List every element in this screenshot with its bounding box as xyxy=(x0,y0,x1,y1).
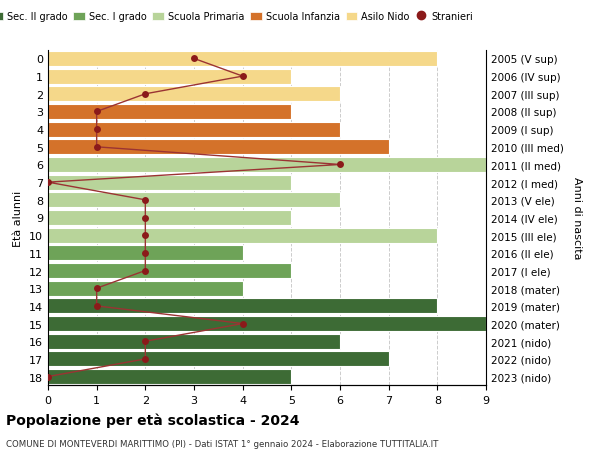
Bar xyxy=(48,246,242,261)
Point xyxy=(92,144,101,151)
Point xyxy=(238,73,247,81)
Y-axis label: Anni di nascita: Anni di nascita xyxy=(572,177,582,259)
Point xyxy=(92,302,101,310)
Text: Popolazione per età scolastica - 2024: Popolazione per età scolastica - 2024 xyxy=(6,413,299,428)
Bar xyxy=(48,157,486,173)
Point xyxy=(140,355,150,363)
Point xyxy=(92,126,101,134)
Bar xyxy=(48,87,340,102)
Point xyxy=(140,267,150,274)
Bar xyxy=(48,228,437,243)
Point xyxy=(43,179,53,186)
Point xyxy=(92,108,101,116)
Point xyxy=(92,285,101,292)
Bar xyxy=(48,281,242,296)
Text: COMUNE DI MONTEVERDI MARITTIMO (PI) - Dati ISTAT 1° gennaio 2024 - Elaborazione : COMUNE DI MONTEVERDI MARITTIMO (PI) - Da… xyxy=(6,439,439,448)
Bar xyxy=(48,299,437,313)
Y-axis label: Età alunni: Età alunni xyxy=(13,190,23,246)
Point xyxy=(238,320,247,328)
Bar xyxy=(48,193,340,208)
Bar xyxy=(48,52,437,67)
Point xyxy=(140,197,150,204)
Bar xyxy=(48,123,340,137)
Point xyxy=(140,214,150,222)
Point xyxy=(140,91,150,98)
Bar xyxy=(48,334,340,349)
Point xyxy=(140,338,150,345)
Bar xyxy=(48,140,389,155)
Point xyxy=(335,162,345,169)
Point xyxy=(189,56,199,63)
Bar xyxy=(48,211,292,225)
Point xyxy=(43,373,53,381)
Legend: Sec. II grado, Sec. I grado, Scuola Primaria, Scuola Infanzia, Asilo Nido, Stran: Sec. II grado, Sec. I grado, Scuola Prim… xyxy=(0,8,476,26)
Bar xyxy=(48,105,292,120)
Bar xyxy=(48,316,486,331)
Bar xyxy=(48,263,292,279)
Point xyxy=(140,250,150,257)
Bar xyxy=(48,352,389,367)
Bar xyxy=(48,69,292,84)
Bar xyxy=(48,369,292,384)
Bar xyxy=(48,175,292,190)
Point xyxy=(140,232,150,239)
